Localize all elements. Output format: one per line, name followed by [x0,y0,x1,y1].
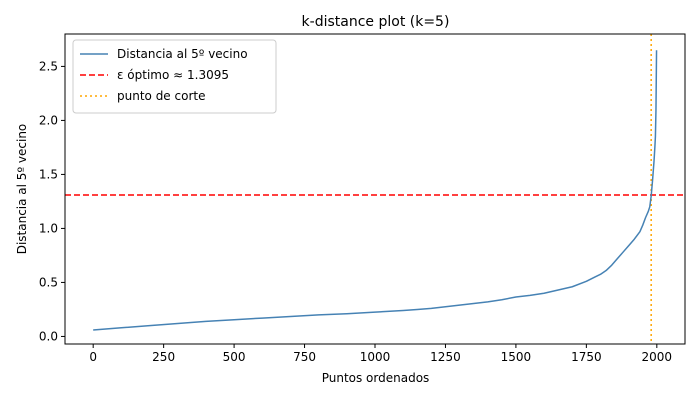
y-tick-label: 0.5 [39,275,58,289]
y-tick-label: 0.0 [39,329,58,343]
x-tick-label: 2000 [642,350,673,364]
x-axis-label: Puntos ordenados [322,371,430,385]
legend: Distancia al 5º vecino ε óptimo ≈ 1.3095 p… [72,39,277,114]
x-tick-label: 750 [293,350,316,364]
x-tick-label: 1500 [501,350,532,364]
x-tick-label: 500 [223,350,246,364]
plot-area-frame [64,33,686,345]
series-line-0 [93,50,658,331]
y-axis-label: Distancia al 5º vecino [15,124,29,255]
x-tick-label: 1000 [360,350,391,364]
x-tick-label: 1750 [571,350,602,364]
legend-label: ε óptimo ≈ 1.3095 [117,68,229,82]
chart-title: k-distance plot (k=5) [302,14,450,30]
legend-box [72,39,277,114]
x-tick-label: 1250 [430,350,461,364]
legend-label: punto de corte [117,89,205,103]
x-tick-label: 0 [89,350,97,364]
x-tick-label: 250 [152,350,175,364]
y-tick-label: 1.0 [39,221,58,235]
y-tick-label: 2.0 [39,113,58,127]
y-tick-label: 1.5 [39,167,58,181]
legend-label: Distancia al 5º vecino [117,47,248,61]
y-tick-label: 2.5 [39,59,58,73]
